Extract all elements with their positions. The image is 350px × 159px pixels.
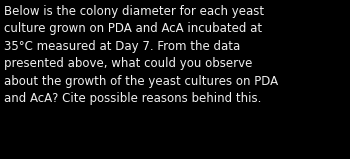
Text: Below is the colony diameter for each yeast
culture grown on PDA and AcA incubat: Below is the colony diameter for each ye… [4,5,278,105]
